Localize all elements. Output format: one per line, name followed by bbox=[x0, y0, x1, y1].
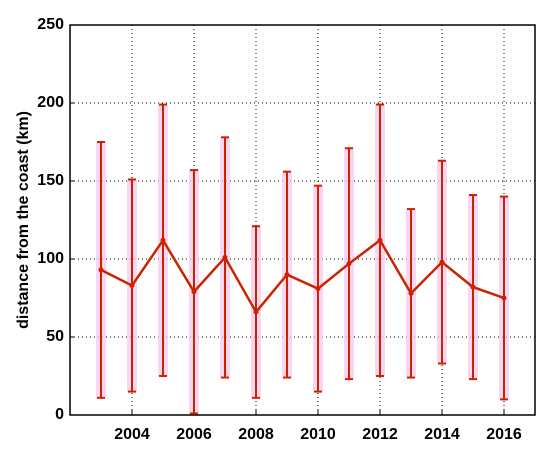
y-tick-label: 150 bbox=[37, 172, 64, 189]
plot-frame bbox=[69, 24, 536, 416]
x-tick-label: 2014 bbox=[424, 426, 460, 443]
data-point bbox=[470, 284, 476, 290]
data-point bbox=[129, 283, 135, 289]
data-point bbox=[191, 289, 197, 295]
data-point bbox=[284, 272, 290, 278]
data-point bbox=[98, 267, 104, 273]
y-tick-label: 250 bbox=[37, 16, 64, 33]
y-axis-label: distance from the coast (km) bbox=[15, 111, 32, 329]
y-tick-label: 100 bbox=[37, 250, 64, 267]
data-point bbox=[222, 254, 228, 260]
y-tick-label: 50 bbox=[46, 328, 64, 345]
x-tick-label: 2004 bbox=[114, 426, 150, 443]
data-point bbox=[439, 259, 445, 265]
data-point bbox=[501, 295, 507, 301]
data-point bbox=[315, 286, 321, 292]
x-tick-label: 2010 bbox=[300, 426, 336, 443]
data-point bbox=[377, 237, 383, 243]
x-tick-label: 2006 bbox=[176, 426, 212, 443]
y-tick-label: 0 bbox=[55, 406, 64, 423]
data-point bbox=[408, 290, 414, 296]
x-tick-label: 2016 bbox=[486, 426, 522, 443]
data-point bbox=[160, 237, 166, 243]
data-point bbox=[346, 261, 352, 267]
data-line bbox=[100, 237, 505, 315]
x-tick-label: 2012 bbox=[362, 426, 398, 443]
data-point bbox=[253, 309, 259, 315]
y-tick-label: 200 bbox=[37, 94, 64, 111]
x-tick-label: 2008 bbox=[238, 426, 274, 443]
